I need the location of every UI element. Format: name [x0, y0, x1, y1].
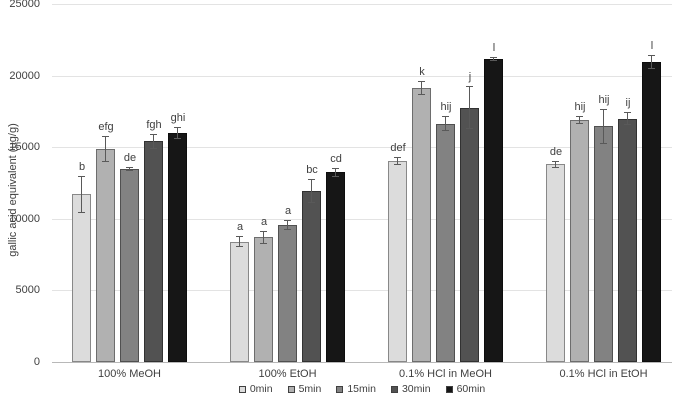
error-bar	[78, 175, 85, 214]
significance-letter: a	[260, 215, 268, 228]
error-bar	[442, 116, 449, 131]
bar-0min-100-meoh	[72, 194, 91, 362]
gridline	[52, 4, 672, 5]
plot-area: b efg de fgh ghi a a a bc cd def k hij j l de hij hij ij l	[52, 4, 672, 363]
bar-30min-100-meoh	[144, 141, 163, 362]
bar-30min-0-1-hcl-in-meoh	[460, 107, 479, 362]
error-bar	[126, 166, 133, 171]
error-bar	[648, 54, 655, 70]
error-bar	[394, 156, 401, 166]
bar-60min-0-1-hcl-in-meoh	[484, 59, 503, 362]
significance-letter: hij	[598, 94, 610, 107]
legend-label: 15min	[347, 383, 376, 395]
bar-0min-0-1-hcl-in-meoh	[388, 160, 407, 362]
significance-letter: hij	[574, 101, 586, 114]
error-bar	[418, 80, 425, 95]
significance-letter: b	[78, 160, 86, 173]
error-bar	[236, 235, 243, 248]
y-tick-label: 0	[33, 356, 40, 368]
significance-letter: k	[419, 65, 425, 78]
significance-letter: bc	[306, 163, 318, 176]
x-category-label: 100% EtOH	[258, 368, 317, 380]
bar-15min-0-1-hcl-in-meoh	[436, 123, 455, 362]
gridline	[52, 147, 672, 149]
significance-letter: de	[123, 151, 137, 164]
error-bar	[174, 127, 181, 139]
legend-label: 5min	[298, 383, 322, 395]
bar-60min-100-etoh	[326, 172, 345, 362]
bar-0min-0-1-hcl-in-etoh	[546, 164, 565, 362]
legend-item-30min: 30min	[390, 383, 431, 395]
significance-letter: ghi	[170, 112, 186, 125]
error-bar	[466, 86, 473, 130]
bar-30min-0-1-hcl-in-etoh	[618, 118, 637, 362]
bar-60min-0-1-hcl-in-etoh	[642, 61, 661, 362]
error-bar	[332, 167, 339, 177]
bar-15min-100-etoh	[278, 225, 297, 362]
significance-letter: cd	[330, 152, 342, 165]
y-tick-label: 20000	[9, 69, 40, 82]
y-tick-label: 25000	[9, 0, 40, 10]
significance-letter: efg	[98, 120, 114, 133]
gridline	[52, 75, 672, 77]
bar-15min-100-meoh	[120, 168, 139, 362]
legend-item-5min: 5min	[287, 383, 322, 395]
significance-letter: def	[390, 141, 406, 154]
significance-letter: fgh	[146, 118, 162, 131]
bar-5min-100-etoh	[254, 237, 273, 362]
legend-marker-icon	[238, 385, 246, 393]
significance-letter: a	[236, 220, 244, 233]
error-bar	[284, 220, 291, 231]
legend-marker-icon	[390, 385, 398, 393]
legend-item-15min: 15min	[336, 383, 376, 395]
error-bar	[490, 56, 497, 62]
bar-0min-100-etoh	[230, 241, 249, 362]
error-bar	[600, 109, 607, 144]
y-tick-label: 5000	[15, 284, 40, 297]
legend-label: 60min	[456, 383, 486, 395]
legend: 0min 5min 15min 30min 60min	[52, 383, 672, 395]
error-bar	[308, 178, 315, 204]
x-category-label: 0.1% HCl in EtOH	[559, 368, 648, 380]
x-category-label: 100% MeOH	[98, 368, 161, 380]
error-bar	[624, 112, 631, 125]
significance-letter: hij	[440, 101, 452, 114]
y-tick-label: 15000	[9, 141, 40, 154]
gridline	[52, 290, 672, 292]
legend-label: 30min	[401, 383, 431, 395]
bar-60min-100-meoh	[168, 132, 187, 362]
significance-letter: de	[549, 145, 563, 158]
bar-5min-0-1-hcl-in-meoh	[412, 87, 431, 362]
gridline	[52, 218, 672, 220]
legend-item-0min: 0min	[238, 383, 273, 395]
y-tick-label: 10000	[9, 212, 40, 225]
significance-letter: j	[468, 71, 472, 84]
bar-15min-0-1-hcl-in-etoh	[594, 126, 613, 362]
bar-5min-100-meoh	[96, 148, 115, 362]
error-bar	[576, 116, 583, 124]
bar-5min-0-1-hcl-in-etoh	[570, 119, 589, 362]
legend-item-60min: 60min	[445, 383, 486, 395]
legend-label: 0min	[249, 383, 273, 395]
x-category-label: 0.1% HCl in MeOH	[399, 368, 492, 380]
error-bar	[260, 230, 267, 244]
error-bar	[150, 133, 157, 150]
legend-marker-icon	[445, 385, 453, 393]
error-bar	[102, 135, 109, 162]
error-bar	[552, 160, 559, 168]
y-axis-labels: 0 5000 10000 15000 20000 25000	[0, 0, 44, 368]
significance-letter: l	[650, 39, 654, 52]
significance-letter: ij	[625, 97, 631, 110]
x-axis-line	[52, 362, 672, 363]
significance-letter: l	[492, 41, 496, 54]
legend-marker-icon	[287, 385, 295, 393]
legend-marker-icon	[336, 385, 344, 393]
bar-30min-100-etoh	[302, 190, 321, 362]
significance-letter: a	[284, 205, 292, 218]
